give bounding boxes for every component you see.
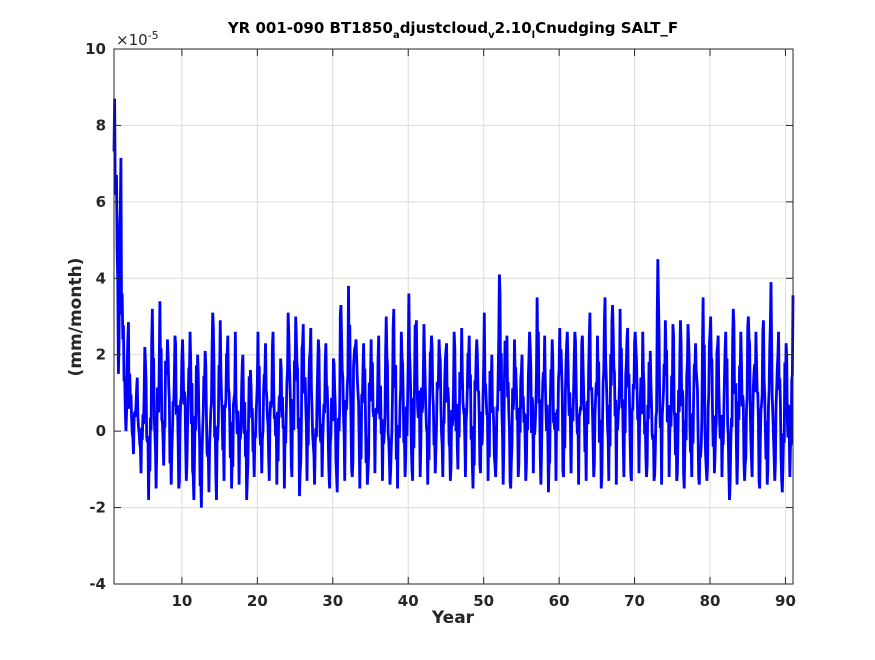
- plot-area: [114, 49, 793, 584]
- y-tick-label: 8: [96, 116, 106, 134]
- y-exponent-label: ×10-5: [116, 29, 159, 49]
- y-axis-label: (mm/month): [66, 258, 86, 377]
- y-tick-label: -2: [89, 499, 106, 517]
- title-sub-3: l: [532, 30, 535, 41]
- title-part-3: 2.10: [495, 19, 532, 37]
- chart-title: YR 001-090 BT1850adjustcloudv2.10lCnudgi…: [227, 19, 678, 41]
- title-part-4: Cnudging SALT_F: [535, 19, 678, 37]
- title-part-2: djustcloud: [400, 19, 488, 37]
- y-tick-label: 10: [85, 40, 106, 58]
- tick-marks: [114, 48, 793, 585]
- x-tick-label: 80: [700, 592, 721, 610]
- y-exponent-base: ×10: [116, 31, 148, 49]
- y-exponent-power: -5: [148, 29, 159, 42]
- x-tick-label: 10: [171, 592, 192, 610]
- x-axis-label: Year: [431, 608, 475, 628]
- title-sub-1: a: [393, 30, 400, 41]
- x-tick-label: 20: [247, 592, 268, 610]
- y-tick-label: 0: [96, 422, 106, 440]
- x-tick-label: 90: [775, 592, 796, 610]
- series-line: [112, 98, 795, 508]
- y-tick-label: 6: [96, 193, 106, 211]
- x-tick-labels: 10 20 30 40 50 60 70 80 90: [171, 592, 795, 610]
- y-tick-labels: -4 -2 0 2 4 6 8 10: [85, 40, 106, 593]
- title-part-1: YR 001-090 BT1850: [227, 19, 393, 37]
- y-tick-label: 4: [96, 269, 106, 287]
- y-tick-label: 2: [96, 346, 106, 364]
- x-tick-label: 50: [473, 592, 494, 610]
- x-tick-label: 60: [549, 592, 570, 610]
- y-tick-label: -4: [89, 575, 106, 593]
- x-tick-label: 30: [322, 592, 343, 610]
- axes-box: [113, 48, 794, 585]
- x-tick-label: 40: [398, 592, 419, 610]
- title-sub-2: v: [488, 30, 495, 41]
- series-layer: [112, 98, 795, 508]
- x-tick-label: 70: [624, 592, 645, 610]
